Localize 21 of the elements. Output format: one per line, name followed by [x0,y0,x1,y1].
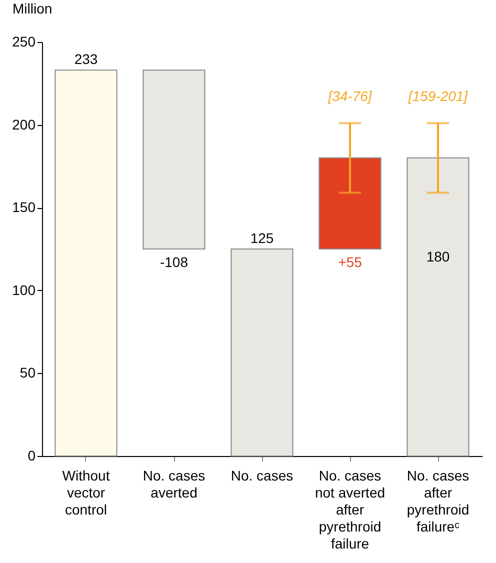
y-tick-label: 50 [20,364,36,381]
bar [142,70,206,250]
data-label: 180 [426,248,450,264]
annotation: [34-76] [327,88,373,104]
annotation: [159-201] [407,88,469,104]
x-tick-label: No. cases [230,468,294,484]
y-tick-label: 250 [12,34,36,50]
x-tick-label: No. cases after pyrethroid failureᶜ [406,468,470,534]
y-tick-label: 200 [12,116,36,132]
y-axis-title: Million [12,0,52,16]
data-label: -108 [160,254,188,270]
y-tick-label: 150 [12,199,36,216]
data-label: 233 [74,51,98,68]
data-label: +55 [338,254,362,270]
x-tick-label: No. cases averted [142,468,206,500]
bar [318,157,382,250]
x-tick-label: Without vector control [62,468,110,518]
y-tick-label: 0 [28,448,36,464]
y-tick-label: 100 [12,282,36,298]
data-label: 125 [250,230,274,246]
x-tick-label: No. cases not averted after pyrethroid failure [314,468,386,552]
